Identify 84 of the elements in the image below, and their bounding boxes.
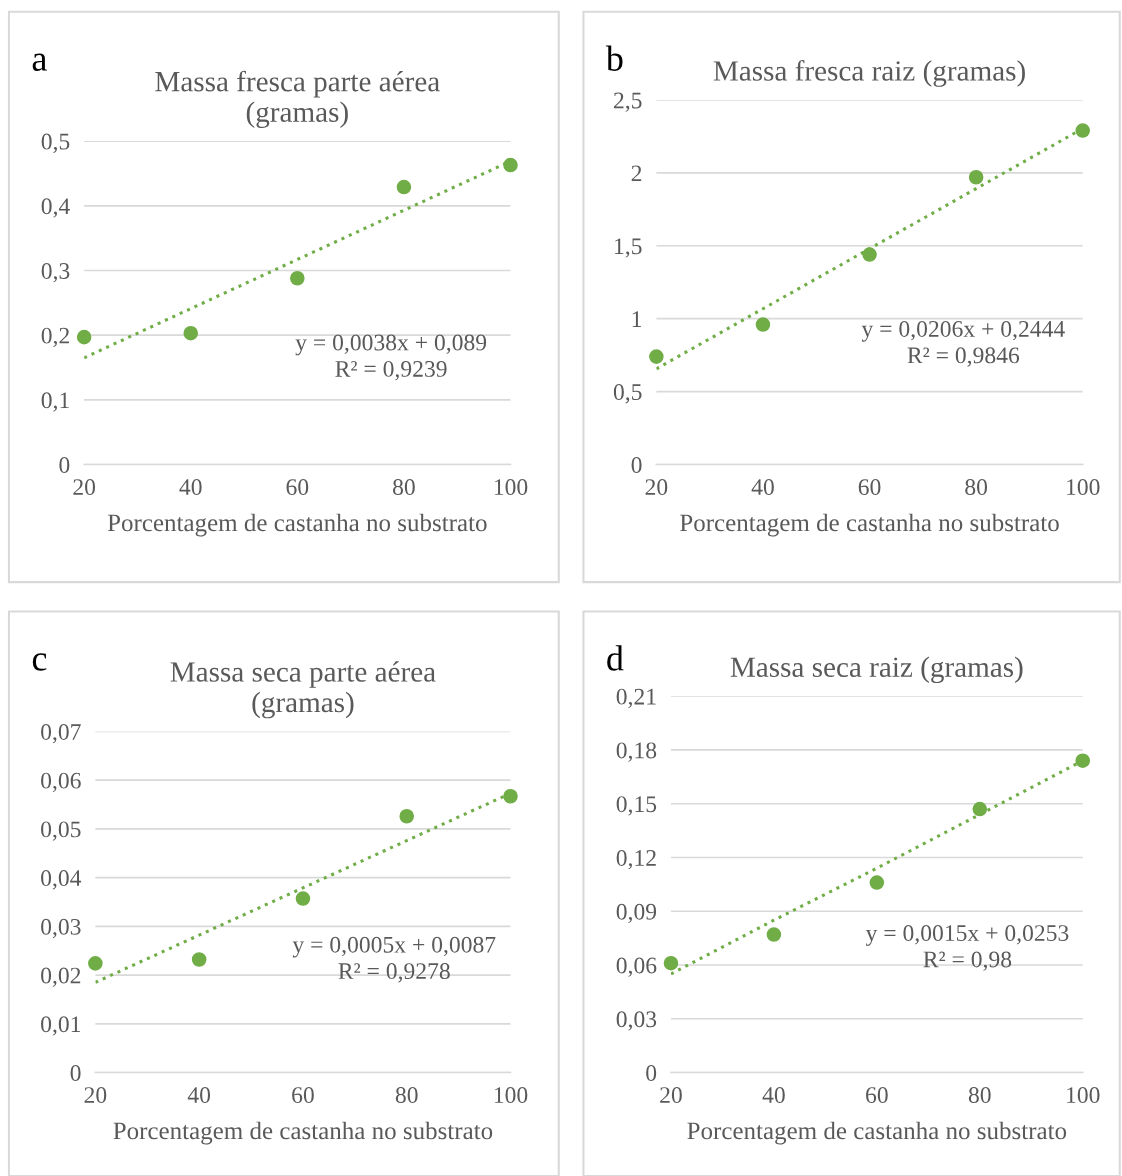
point — [191, 952, 207, 967]
y-tick-label: 0,5 — [41, 133, 70, 153]
annotation: y = 0,0005x + 0,0087 R² = 0,9278 — [292, 936, 496, 983]
x-tick-label: 60 — [286, 479, 309, 496]
x-tick-label: 80 — [968, 1087, 991, 1104]
y-tick-label: 0 — [59, 457, 70, 473]
point — [396, 179, 412, 195]
x-tick-label: 60 — [858, 479, 881, 496]
text: b — [605, 45, 623, 71]
x-tick-label: 80 — [965, 479, 988, 496]
point — [399, 808, 415, 824]
point — [766, 927, 782, 942]
x-tick-label: 20 — [660, 1087, 682, 1104]
y-tick-label: 0,09 — [616, 903, 657, 924]
x-tick-label: 60 — [292, 1087, 314, 1104]
y-tick-label: 0 — [631, 457, 642, 473]
y-tick-label: 0 — [70, 1065, 81, 1081]
x-tick-label: 100 — [494, 479, 528, 496]
y-tick-label: 0,12 — [616, 849, 656, 870]
text: c — [32, 653, 47, 671]
y-tick-label: 0,03 — [616, 1011, 657, 1031]
x-axis-title: Porcentagem de castanha no substrato — [680, 513, 1059, 537]
point — [295, 891, 311, 906]
point — [649, 349, 664, 364]
y-tick-label: 0,15 — [616, 796, 657, 816]
y-tick-label: 0,4 — [41, 198, 70, 218]
x-tick-label: 100 — [494, 1087, 528, 1104]
point — [972, 801, 988, 817]
x-tick-label: 20 — [645, 479, 668, 496]
x-axis-title: Porcentagem de castanha no substrato — [687, 1121, 1067, 1145]
point — [663, 955, 679, 971]
chart-title: Massa fresca parte aérea (gramas) — [155, 70, 440, 128]
y-tick-label: 0 — [646, 1065, 657, 1081]
y-tick-label: 0,2 — [41, 327, 69, 347]
point — [869, 875, 885, 890]
y-tick-label: 0,01 — [41, 1016, 81, 1036]
y-tick-label: 0,03 — [41, 918, 81, 939]
y-tick-label: 0,3 — [41, 262, 70, 283]
annotation: y = 0,0206x + 0,2444 R² = 0,9846 — [861, 320, 1065, 367]
x-tick-label: 40 — [762, 1087, 785, 1104]
point — [862, 247, 877, 262]
text: d — [607, 645, 624, 671]
y-tick-label: 2 — [631, 165, 642, 182]
chart-title: Massa seca parte aérea (gramas) — [170, 661, 436, 719]
point — [290, 270, 305, 286]
chart-title: Massa fresca raiz (gramas) — [713, 59, 1025, 87]
y-tick-label: 0,06 — [41, 772, 81, 793]
y-tick-label: 0,1 — [41, 392, 69, 412]
y-tick-label: 0,5 — [613, 384, 642, 404]
annotation: y = 0,0038x + 0,089 R² = 0,9239 — [295, 334, 487, 381]
y-tick-label: 0,05 — [41, 821, 81, 841]
point — [88, 956, 103, 971]
x-tick-label: 100 — [1067, 1087, 1100, 1104]
text: a — [32, 53, 47, 71]
y-tick-label: 1,5 — [615, 238, 642, 258]
annotation: y = 0,0015x + 0,0253 R² = 0,98 — [865, 925, 1069, 971]
y-tick-label: 0,02 — [41, 967, 81, 987]
y-tick-label: 0,07 — [41, 723, 81, 744]
x-axis-title: Porcentagem de castanha no substrato — [107, 513, 487, 537]
chart-title: Massa seca raiz (gramas) — [730, 656, 1023, 684]
x-tick-label: 80 — [395, 1087, 418, 1104]
y-tick-label: 2,5 — [614, 92, 642, 112]
point — [503, 157, 518, 173]
y-tick-label: 0,21 — [616, 688, 656, 709]
x-tick-label: 80 — [393, 479, 415, 496]
y-tick-label: 0,18 — [616, 742, 657, 762]
x-tick-label: 20 — [84, 1087, 107, 1104]
point — [76, 329, 92, 345]
x-tick-label: 40 — [751, 479, 774, 496]
point — [503, 788, 518, 804]
x-tick-label: 40 — [179, 479, 202, 496]
y-tick-label: 1 — [632, 311, 642, 327]
x-tick-label: 40 — [187, 1087, 211, 1104]
point — [183, 325, 199, 341]
x-tick-label: 60 — [866, 1087, 888, 1104]
point — [1075, 753, 1091, 768]
y-tick-label: 0,04 — [41, 870, 82, 890]
point — [968, 169, 984, 185]
y-tick-label: 0,06 — [616, 957, 657, 977]
point — [755, 317, 771, 332]
x-tick-label: 100 — [1067, 479, 1100, 496]
point — [1075, 123, 1091, 138]
x-axis-title: Porcentagem de castanha no substrato — [113, 1121, 493, 1145]
x-tick-label: 20 — [73, 479, 96, 496]
